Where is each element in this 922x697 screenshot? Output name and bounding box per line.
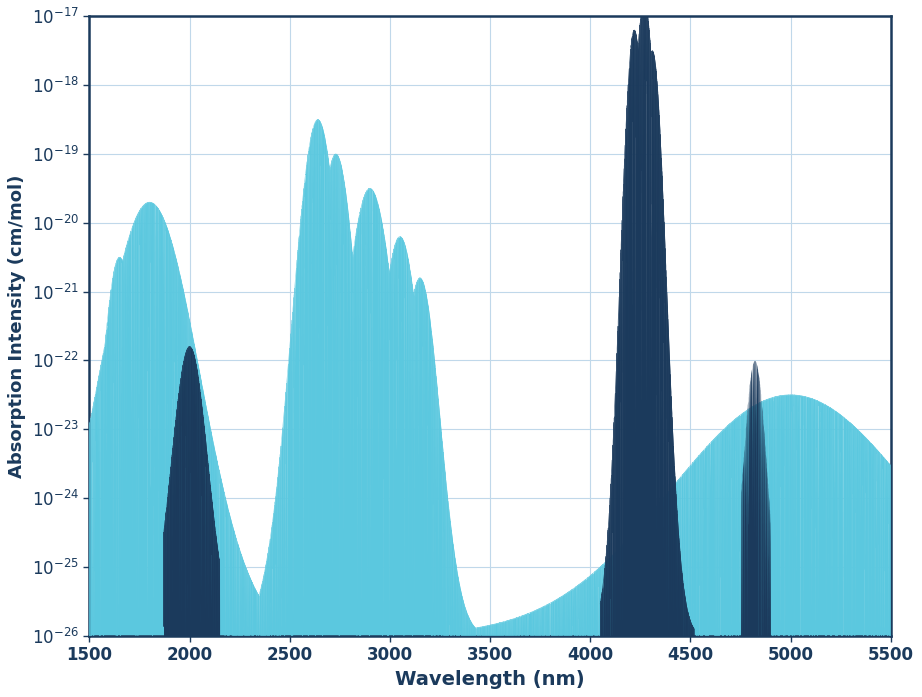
Y-axis label: Absorption Intensity (cm/mol): Absorption Intensity (cm/mol)	[8, 174, 27, 477]
X-axis label: Wavelength (nm): Wavelength (nm)	[396, 670, 585, 689]
